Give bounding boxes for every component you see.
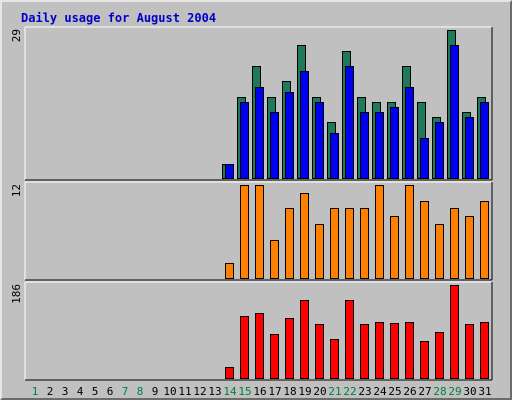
bar-day-23 [360, 112, 369, 179]
bar-day-22 [345, 208, 354, 279]
bar-day-14 [225, 263, 234, 279]
bar-day-19 [300, 71, 309, 179]
bar-day-18 [285, 318, 294, 379]
x-tick-label: 21 [328, 385, 341, 398]
bar-day-20 [315, 102, 324, 179]
x-tick-label: 22 [343, 385, 356, 398]
bar-day-26 [405, 87, 414, 179]
bar-day-17 [270, 334, 279, 379]
bar-day-21 [330, 339, 339, 379]
x-tick-label: 27 [418, 385, 431, 398]
bar-day-15 [240, 102, 249, 179]
x-tick-label: 20 [313, 385, 326, 398]
bar-day-18 [285, 92, 294, 179]
bar-day-30 [465, 216, 474, 279]
bar-day-24 [375, 112, 384, 179]
bar-day-28 [435, 332, 444, 379]
bar-day-22 [345, 66, 354, 179]
series-1 [225, 185, 489, 279]
panel-3: 186 [10, 281, 493, 381]
bar-day-16 [255, 313, 264, 379]
bar-day-20 [315, 324, 324, 379]
bar-day-25 [390, 216, 399, 279]
bar-day-24 [375, 185, 384, 279]
panel-1: 29 [10, 26, 493, 181]
x-tick-label: 4 [77, 385, 84, 398]
bar-day-23 [360, 208, 369, 279]
series-1 [225, 285, 489, 379]
x-axis-labels: 1 2 3 4 5 6 7 8 9 10 11 12 13 14 15 16 17 18 19 20 21 22 23 24 2… [32, 385, 492, 398]
bar-day-16 [255, 185, 264, 279]
panel-max-label: 186 [10, 284, 23, 304]
bar-day-19 [300, 300, 309, 379]
panel-max-label: 29 [10, 29, 23, 42]
x-tick-label: 1 [32, 385, 39, 398]
bar-day-26 [405, 322, 414, 379]
bar-day-29 [450, 285, 459, 379]
bar-day-21 [330, 133, 339, 179]
bar-day-15 [240, 316, 249, 379]
bar-day-24 [375, 322, 384, 379]
bar-day-19 [300, 193, 309, 279]
x-tick-label: 10 [163, 385, 176, 398]
x-tick-label: 17 [268, 385, 281, 398]
bar-day-25 [390, 107, 399, 179]
x-tick-label: 24 [373, 385, 387, 398]
x-tick-label: 2 [47, 385, 54, 398]
x-tick-label: 13 [208, 385, 221, 398]
bar-day-28 [435, 224, 444, 279]
bar-day-25 [390, 323, 399, 379]
x-tick-label: 31 [478, 385, 491, 398]
x-tick-label: 5 [92, 385, 99, 398]
x-tick-label: 15 [238, 385, 251, 398]
x-tick-label: 3 [62, 385, 69, 398]
bar-day-27 [420, 138, 429, 179]
bar-day-30 [465, 117, 474, 179]
bar-day-16 [255, 87, 264, 179]
bar-day-29 [450, 208, 459, 279]
x-tick-label: 11 [178, 385, 191, 398]
x-tick-label: 18 [283, 385, 296, 398]
x-tick-label: 25 [388, 385, 401, 398]
bar-day-23 [360, 324, 369, 379]
chart-panels: 29 12 186 [10, 26, 493, 381]
bar-day-14 [225, 367, 234, 379]
bar-day-17 [270, 240, 279, 279]
x-tick-label: 7 [122, 385, 129, 398]
x-tick-label: 9 [152, 385, 159, 398]
bar-day-18 [285, 208, 294, 279]
series-2 [225, 45, 489, 179]
x-tick-label: 28 [433, 385, 446, 398]
bar-day-14 [225, 164, 234, 179]
bar-day-17 [270, 112, 279, 179]
x-tick-label: 29 [448, 385, 461, 398]
panel-max-label: 12 [10, 184, 23, 197]
x-tick-label: 16 [253, 385, 266, 398]
x-tick-label: 19 [298, 385, 311, 398]
bar-day-22 [345, 300, 354, 379]
x-tick-label: 12 [193, 385, 206, 398]
bar-day-28 [435, 122, 444, 179]
bar-day-31 [480, 201, 489, 279]
x-tick-label: 8 [137, 385, 144, 398]
x-tick-label: 30 [463, 385, 476, 398]
x-tick-label: 6 [107, 385, 114, 398]
bar-day-29 [450, 45, 459, 179]
bar-day-30 [465, 324, 474, 379]
bar-day-26 [405, 185, 414, 279]
x-tick-label: 14 [223, 385, 237, 398]
bar-day-27 [420, 341, 429, 379]
chart-title: Daily usage for August 2004 [21, 11, 216, 25]
x-tick-label: 23 [358, 385, 371, 398]
bar-day-15 [240, 185, 249, 279]
panel-2: 12 [10, 181, 493, 281]
x-tick-label: 26 [403, 385, 416, 398]
bar-day-21 [330, 208, 339, 279]
bar-day-20 [315, 224, 324, 279]
bar-day-31 [480, 322, 489, 379]
bar-day-31 [480, 102, 489, 179]
bar-day-27 [420, 201, 429, 279]
